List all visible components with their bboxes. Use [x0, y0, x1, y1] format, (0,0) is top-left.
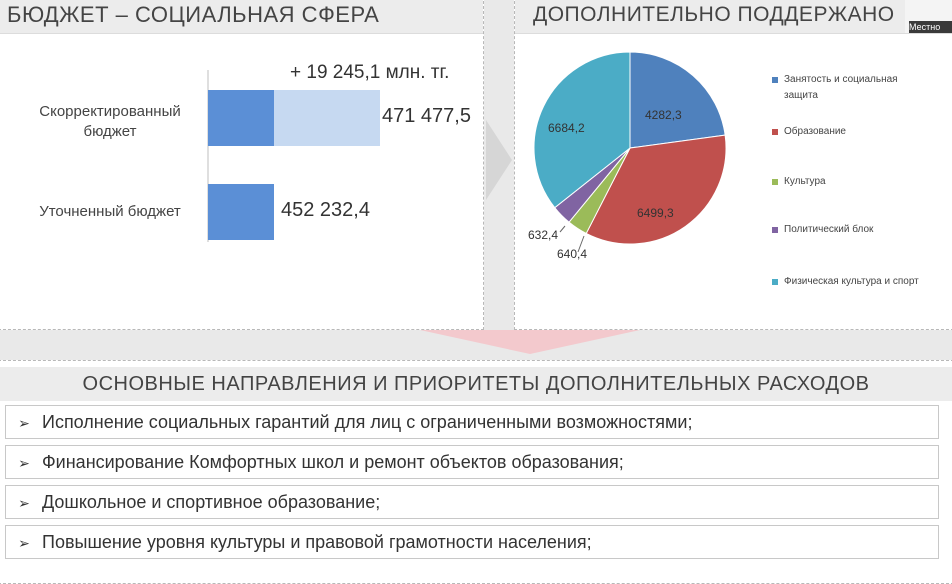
pie-slice-label: 640,4 — [557, 247, 588, 261]
legend-swatch — [772, 129, 778, 135]
video-thumbnail: Местно — [905, 0, 952, 33]
arrow-right-icon — [486, 120, 512, 200]
bar-corrected-base — [208, 90, 274, 146]
arrow-bullet-icon: ➢ — [18, 535, 30, 551]
pie-slice-label: 4282,3 — [645, 108, 682, 122]
list-item: ➢ Исполнение социальных гарантий для лиц … — [5, 405, 939, 439]
arrow-bullet-icon: ➢ — [18, 415, 30, 431]
bar-category-label: Скорректированный бюджет — [39, 103, 181, 140]
bar-corrected-increase — [274, 90, 380, 146]
legend-swatch — [772, 227, 778, 233]
pie-slice — [629, 51, 726, 149]
legend-item: Политический блок — [772, 222, 934, 238]
arrow-bullet-icon: ➢ — [18, 455, 30, 471]
arrow-bullet-icon: ➢ — [18, 495, 30, 511]
budget-panel: БЮДЖЕТ – СОЦИАЛЬНАЯ СФЕРА — [0, 0, 484, 330]
list-item-text: Исполнение социальных гарантий для лиц с… — [42, 412, 693, 432]
bar-value-label: 452 232,4 — [281, 199, 370, 221]
budget-panel-title: БЮДЖЕТ – СОЦИАЛЬНАЯ СФЕРА — [0, 0, 483, 34]
legend-swatch — [772, 279, 778, 285]
badge-label: Местно — [909, 21, 952, 33]
list-item: ➢ Финансирование Комфортных школ и ремонт… — [5, 445, 939, 479]
pie-slice-label: 6684,2 — [548, 121, 585, 135]
priorities-section: ОСНОВНЫЕ НАПРАВЛЕНИЯ И ПРИОРИТЕТЫ ДОПОЛН… — [0, 360, 952, 584]
legend-item: Культура — [772, 174, 934, 190]
legend-label: Культура — [784, 176, 826, 187]
legend-item: Занятость и социальная защита — [772, 72, 934, 104]
leader-line — [577, 235, 585, 253]
pie-slice-label: 6499,3 — [637, 206, 674, 220]
support-panel-title: ДОПОЛНИТЕЛЬНО ПОДДЕРЖАНО — [515, 0, 952, 34]
legend-label: Образование — [784, 126, 846, 137]
legend-item: Образование — [772, 124, 934, 140]
bar-refined — [208, 184, 274, 240]
arrow-down-icon — [420, 330, 640, 354]
list-item: ➢ Дошкольное и спортивное образование; — [5, 485, 939, 519]
bar-category-label: Уточненный бюджет — [39, 203, 181, 220]
leader-line — [559, 225, 566, 233]
list-item-text: Дошкольное и спортивное образование; — [42, 492, 381, 512]
priorities-title: ОСНОВНЫЕ НАПРАВЛЕНИЯ И ПРИОРИТЕТЫ ДОПОЛН… — [0, 367, 952, 401]
legend-label: Физическая культура и спорт — [784, 276, 919, 287]
pie-slice-label: 632,4 — [528, 228, 559, 242]
list-item: ➢ Повышение уровня культуры и правовой гр… — [5, 525, 939, 559]
legend-swatch — [772, 77, 778, 83]
legend-swatch — [772, 179, 778, 185]
bar-increase-label: + 19 245,1 млн. тг. — [290, 62, 450, 83]
list-item-text: Финансирование Комфортных школ и ремонт … — [42, 452, 624, 472]
bar-value-label: 471 477,5 — [382, 105, 471, 127]
legend-label: Политический блок — [784, 224, 874, 235]
legend-item: Физическая культура и спорт — [772, 274, 934, 290]
pie-slice — [533, 51, 631, 209]
list-item-text: Повышение уровня культуры и правовой гра… — [42, 532, 592, 552]
pie-slice — [585, 134, 727, 245]
legend-label: Занятость и социальная защита — [784, 74, 898, 101]
